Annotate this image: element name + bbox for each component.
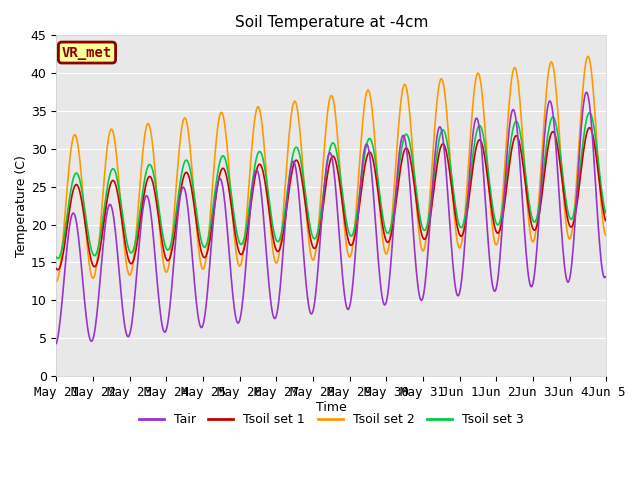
Tsoil set 1 xyxy=(52,265,60,271)
Line: Tsoil set 3: Tsoil set 3 xyxy=(56,113,605,259)
Tsoil set 3 xyxy=(399,142,406,147)
Tsoil set 1 xyxy=(399,155,406,161)
Text: VR_met: VR_met xyxy=(62,46,112,60)
Tair xyxy=(582,89,590,95)
Tsoil set 3 xyxy=(602,210,609,216)
Tsoil set 2 xyxy=(397,93,405,99)
Tsoil set 1 xyxy=(120,230,127,236)
Y-axis label: Temperature (C): Temperature (C) xyxy=(15,155,28,257)
Tsoil set 1 xyxy=(63,225,71,230)
Title: Soil Temperature at -4cm: Soil Temperature at -4cm xyxy=(235,15,428,30)
X-axis label: Time: Time xyxy=(316,401,347,414)
Tsoil set 1 xyxy=(602,217,609,223)
Tair xyxy=(397,136,405,142)
Tair xyxy=(414,281,422,287)
Tsoil set 1 xyxy=(586,125,593,131)
Tsoil set 3 xyxy=(52,254,60,260)
Tsoil set 2 xyxy=(414,216,422,221)
Tsoil set 2 xyxy=(175,154,182,160)
Tsoil set 2 xyxy=(204,243,211,249)
Tsoil set 2 xyxy=(63,196,70,202)
Tair xyxy=(204,288,211,293)
Tsoil set 3 xyxy=(120,219,127,225)
Tair xyxy=(119,308,127,313)
Tsoil set 3 xyxy=(586,110,593,116)
Tsoil set 3 xyxy=(63,213,71,219)
Line: Tair: Tair xyxy=(56,92,605,344)
Legend: Tair, Tsoil set 1, Tsoil set 2, Tsoil set 3: Tair, Tsoil set 1, Tsoil set 2, Tsoil se… xyxy=(134,408,529,431)
Tsoil set 2 xyxy=(119,227,127,233)
Tair xyxy=(175,206,182,212)
Tsoil set 2 xyxy=(52,278,60,284)
Line: Tsoil set 1: Tsoil set 1 xyxy=(56,128,605,270)
Line: Tsoil set 2: Tsoil set 2 xyxy=(56,56,605,281)
Tsoil set 1 xyxy=(205,245,212,251)
Tsoil set 3 xyxy=(415,204,422,209)
Tair xyxy=(63,252,70,258)
Tsoil set 3 xyxy=(54,256,61,262)
Tsoil set 1 xyxy=(415,214,422,219)
Tsoil set 1 xyxy=(54,267,61,273)
Tair xyxy=(52,341,60,347)
Tsoil set 3 xyxy=(205,235,212,240)
Tsoil set 3 xyxy=(175,185,183,191)
Tsoil set 1 xyxy=(175,197,183,203)
Tsoil set 2 xyxy=(602,232,609,238)
Tsoil set 2 xyxy=(584,53,592,59)
Tair xyxy=(602,274,609,280)
